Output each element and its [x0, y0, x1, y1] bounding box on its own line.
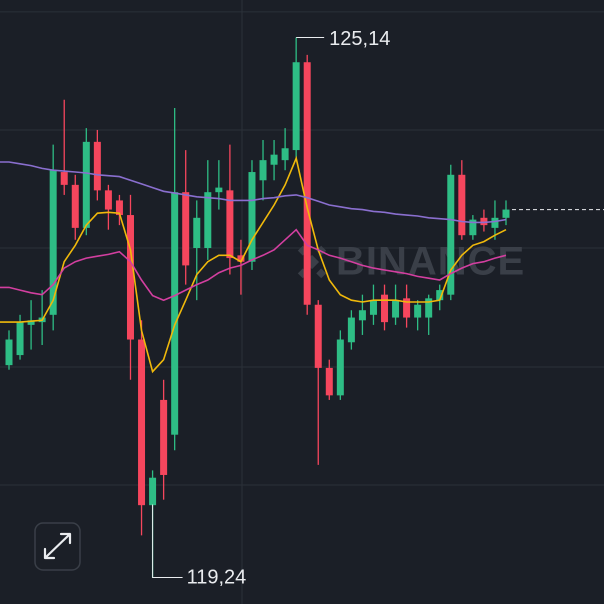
- candle-body: [204, 192, 212, 249]
- candle-body: [160, 399, 168, 475]
- candle-body: [60, 172, 68, 185]
- candle-body: [381, 294, 389, 323]
- candle-body: [104, 190, 112, 210]
- expand-button[interactable]: [34, 522, 81, 571]
- watermark-text: BINANCE: [336, 240, 525, 284]
- candle-body: [82, 141, 90, 228]
- annotation-line: [152, 504, 183, 578]
- moving-average-line: [0, 228, 507, 302]
- candle-body: [414, 304, 422, 318]
- candle-body: [325, 367, 333, 396]
- candle-body: [458, 174, 466, 236]
- candle-body: [182, 192, 190, 266]
- expand-icon[interactable]: [43, 532, 72, 560]
- candle-body: [49, 170, 57, 315]
- candle-body: [469, 219, 477, 236]
- candle-body: [138, 339, 146, 506]
- candle-body: [491, 217, 499, 228]
- candle-body: [71, 184, 79, 228]
- candle-body: [292, 62, 300, 151]
- candle-body: [215, 187, 223, 193]
- candle-body: [27, 320, 35, 325]
- candle-body: [226, 190, 234, 259]
- candle-body: [193, 217, 201, 249]
- candle-body: [314, 304, 322, 368]
- candle-body: [115, 200, 123, 216]
- moving-average-line: [0, 161, 507, 224]
- candle-body: [248, 172, 256, 262]
- candle-body: [270, 154, 278, 165]
- candle-body: [336, 339, 344, 396]
- annotation-label: 119,24: [187, 567, 247, 589]
- candle-body: [16, 322, 24, 356]
- candle-body: [425, 298, 433, 318]
- candle-body: [149, 477, 157, 506]
- candle-body: [392, 300, 400, 318]
- candle-body: [502, 209, 510, 218]
- candle-body: [369, 300, 377, 315]
- candle-body: [171, 192, 179, 435]
- candle-body: [237, 255, 245, 262]
- candle-body: [358, 310, 366, 321]
- candle-body: [403, 298, 411, 318]
- candle-body: [5, 339, 13, 366]
- candle-body: [281, 148, 289, 161]
- candle-body: [259, 160, 267, 181]
- candle-body: [480, 217, 488, 226]
- candle-body: [347, 317, 355, 343]
- candle-body: [93, 141, 101, 191]
- candle-body: [436, 290, 444, 301]
- annotation-label: 125,14: [329, 28, 390, 50]
- candle-body: [447, 174, 455, 295]
- candle-body: [126, 215, 134, 340]
- moving-average-line: [0, 155, 507, 374]
- plot: 125,14 119,24: [0, 28, 604, 589]
- candle-body: [303, 62, 311, 305]
